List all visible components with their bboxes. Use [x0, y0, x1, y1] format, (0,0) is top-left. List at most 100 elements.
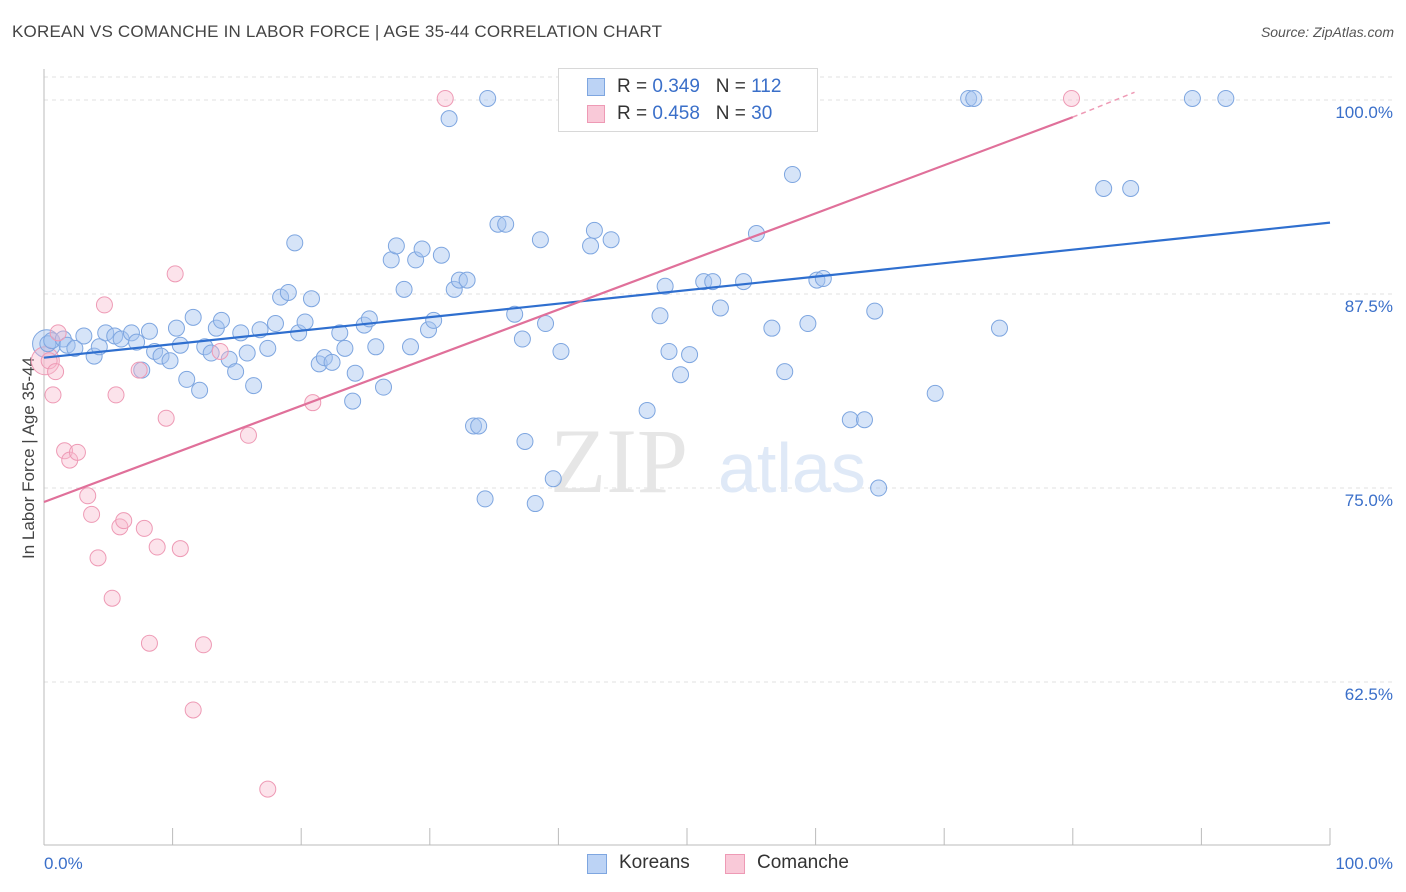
korean-point — [413, 240, 431, 258]
korean-point — [531, 231, 549, 249]
korean-point — [196, 338, 214, 356]
korean-point — [458, 271, 476, 289]
comanche-point — [115, 512, 133, 530]
korean-point — [122, 324, 140, 342]
korean-point — [387, 237, 405, 255]
stats-legend: R = 0.349 N = 112 R = 0.458 N = 30 — [558, 68, 818, 132]
korean-point — [960, 89, 978, 107]
korean-point — [296, 313, 314, 331]
chart-title: KOREAN VS COMANCHE IN LABOR FORCE | AGE … — [12, 22, 663, 41]
korean-point — [420, 321, 438, 339]
korean-point — [212, 311, 230, 329]
comanche-point — [79, 487, 97, 505]
x-tick-label-max: 100.0% — [1335, 854, 1393, 873]
korean-point — [465, 417, 483, 435]
korean-point — [1183, 89, 1201, 107]
korean-point — [651, 307, 669, 325]
comanche-point — [103, 589, 121, 607]
y-tick-label: 75.0% — [1345, 491, 1393, 510]
korean-point — [602, 231, 620, 249]
comanche-n-value: 30 — [751, 103, 773, 124]
comanche-trend-line — [43, 116, 1074, 504]
comanche-point — [83, 505, 101, 523]
watermark-zip: ZIP — [550, 410, 688, 512]
comanche-point — [107, 386, 125, 404]
korean-point — [266, 315, 284, 333]
korean-point — [238, 344, 256, 362]
korean-point — [783, 166, 801, 184]
korean-point — [695, 273, 713, 291]
korean-point — [191, 381, 209, 399]
comanche-legend-swatch — [725, 854, 745, 874]
comanche-point — [194, 636, 212, 654]
korean-point — [402, 338, 420, 356]
korean-point — [544, 470, 562, 488]
korean-point — [506, 305, 524, 323]
comanche-point — [89, 549, 107, 567]
korean-point — [638, 401, 656, 419]
korean-point — [432, 246, 450, 264]
korean-point — [167, 319, 185, 337]
comanche-point — [140, 634, 158, 652]
korean-point — [763, 319, 781, 337]
comanche-trend-extension — [1072, 91, 1135, 118]
korean-point — [841, 411, 859, 429]
korean-legend-label: Koreans — [619, 852, 690, 873]
comanche-point — [184, 701, 202, 719]
comanche-point — [211, 342, 229, 360]
korean-point — [227, 363, 245, 381]
korean-point — [346, 364, 364, 382]
korean-point — [855, 411, 873, 429]
korean-point — [681, 346, 699, 364]
korean-point — [660, 342, 678, 360]
watermark-atlas: atlas — [718, 429, 866, 507]
korean-point — [497, 215, 515, 233]
comanche-point — [239, 426, 257, 444]
korean-point — [440, 110, 458, 128]
comanche-legend-label: Comanche — [757, 852, 849, 873]
korean-point — [161, 352, 179, 370]
korean-trend-line — [43, 221, 1331, 359]
korean-point — [926, 384, 944, 402]
korean-point — [323, 353, 341, 371]
korean-point — [537, 315, 555, 333]
korean-point — [425, 311, 443, 329]
korean-point — [140, 322, 158, 340]
korean-point — [202, 344, 220, 362]
korean-r-value: 0.349 — [652, 76, 700, 97]
korean-point — [1217, 89, 1235, 107]
korean-point — [965, 89, 983, 107]
korean-point — [735, 273, 753, 291]
comanche-point — [95, 296, 113, 314]
korean-point — [476, 490, 494, 508]
korean-point — [870, 479, 888, 497]
korean-point — [526, 495, 544, 513]
y-axis-label: In Labor Force | Age 35-44 — [19, 357, 38, 559]
korean-point — [552, 342, 570, 360]
comanche-point — [44, 386, 62, 404]
korean-point — [344, 392, 362, 410]
comanche-r-value: 0.458 — [652, 103, 700, 124]
korean-point — [171, 336, 189, 354]
comanche-point — [68, 443, 86, 461]
korean-point — [776, 363, 794, 381]
comanche-point — [56, 442, 74, 460]
comanche-point — [47, 363, 65, 381]
comanche-swatch — [587, 105, 605, 123]
korean-point — [407, 251, 425, 269]
comanche-point — [49, 324, 67, 342]
korean-n-value: 112 — [751, 76, 782, 97]
korean-point — [97, 324, 115, 342]
korean-point — [814, 270, 832, 288]
korean-point — [1122, 180, 1140, 198]
comanche-point — [436, 89, 454, 107]
korean-swatch — [587, 78, 605, 96]
korean-point — [672, 366, 690, 384]
korean-n-label: N = — [715, 76, 752, 97]
korean-point — [513, 330, 531, 348]
comanche-point — [135, 519, 153, 537]
korean-point — [395, 280, 413, 298]
korean-point — [184, 308, 202, 326]
korean-point — [302, 290, 320, 308]
